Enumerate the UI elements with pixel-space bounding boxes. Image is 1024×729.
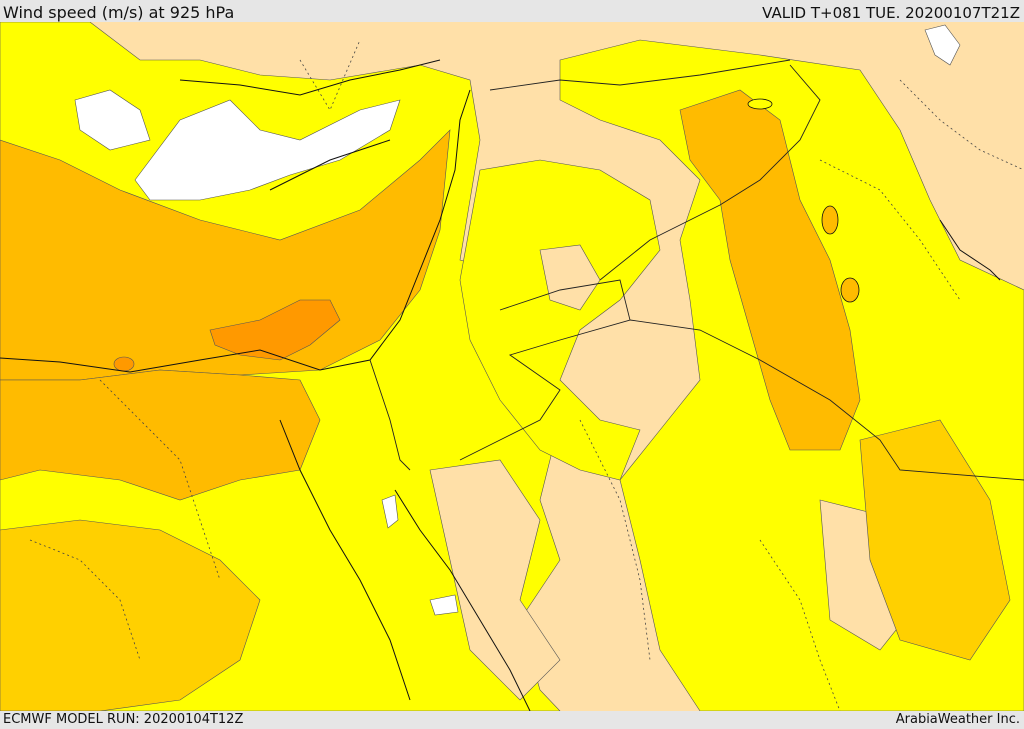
province-borders (29, 39, 1024, 711)
strong-wind-band-east (679, 89, 861, 451)
valid-time: VALID T+081 TUE. 20200107T21Z (762, 4, 1020, 22)
model-run: ECMWF MODEL RUN: 20200104T12Z (3, 712, 244, 727)
header-bar: Wind speed (m/s) at 925 hPa VALID T+081 … (0, 0, 1024, 22)
wind-speed-map[interactable] (0, 22, 1024, 711)
very-strong-wind-core (209, 299, 341, 361)
calm-area-redsea (429, 594, 459, 616)
credit-label: ArabiaWeather Inc. (895, 712, 1020, 727)
country-borders (369, 59, 1024, 481)
calm-area-caspian (924, 24, 961, 66)
calm-area-sinai (381, 494, 399, 529)
map-title: Wind speed (m/s) at 925 hPa (3, 3, 235, 22)
light-wind-pocket-1 (539, 244, 601, 311)
moderate-wind-centre (459, 159, 661, 481)
very-strong-wind-spot (113, 356, 135, 372)
calm-area-aegean (74, 89, 151, 151)
strong-wind-gulf (859, 419, 1011, 661)
light-wind-pocket-2 (429, 459, 561, 701)
footer-bar: ECMWF MODEL RUN: 20200104T12Z ArabiaWeat… (0, 711, 1024, 729)
strong-wind-south (0, 519, 261, 711)
islands (747, 98, 860, 303)
calm-area-turkey (134, 99, 401, 201)
